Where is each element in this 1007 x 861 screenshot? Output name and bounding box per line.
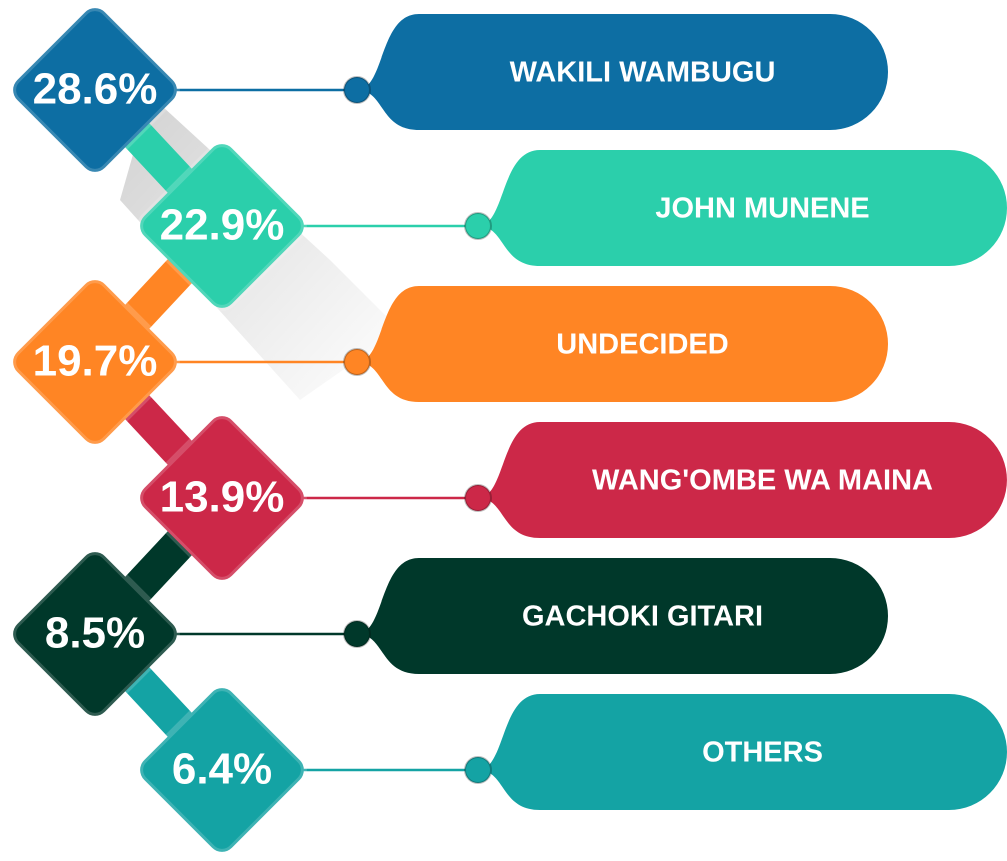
name: JOHN MUNENE <box>655 193 869 225</box>
callout <box>357 558 888 674</box>
pointer-dot <box>464 756 492 784</box>
callout <box>357 286 888 402</box>
pointer-dot <box>343 348 371 376</box>
percent: 8.5% <box>45 609 145 658</box>
name: WANG'OMBE WA MAINA <box>592 465 933 497</box>
percent: 22.9% <box>160 201 285 250</box>
callout <box>478 694 1007 810</box>
percent: 6.4% <box>172 745 272 794</box>
row: 19.7% UNDECIDED <box>10 277 888 447</box>
pointer-dot <box>464 484 492 512</box>
percent: 19.7% <box>33 337 158 386</box>
name: GACHOKI GITARI <box>522 601 763 633</box>
name: WAKILI WAMBUGU <box>510 57 776 89</box>
name: OTHERS <box>702 737 823 769</box>
diamond <box>137 141 307 311</box>
pointer-dot <box>343 76 371 104</box>
pointer-dot <box>343 620 371 648</box>
callout <box>478 422 1007 538</box>
diamond <box>10 5 180 175</box>
diamond <box>137 413 307 583</box>
row: 22.9% JOHN MUNENE <box>137 141 1007 311</box>
percent: 13.9% <box>160 473 285 522</box>
diamond <box>10 549 180 719</box>
row: 8.5% GACHOKI GITARI <box>10 549 888 719</box>
diamond <box>137 685 307 855</box>
diamond <box>10 277 180 447</box>
percent: 28.6% <box>33 65 158 114</box>
name: UNDECIDED <box>556 329 728 361</box>
row: 13.9% WANG'OMBE WA MAINA <box>137 413 1007 583</box>
rows: 28.6% WAKILI WAMBUGU 22.9% JOHN MUNENE 19.7%… <box>10 5 1007 855</box>
pointer-dot <box>464 212 492 240</box>
row: 6.4% OTHERS <box>137 685 1007 855</box>
callout <box>357 14 888 130</box>
row: 28.6% WAKILI WAMBUGU <box>10 5 888 175</box>
callout <box>478 150 1007 266</box>
